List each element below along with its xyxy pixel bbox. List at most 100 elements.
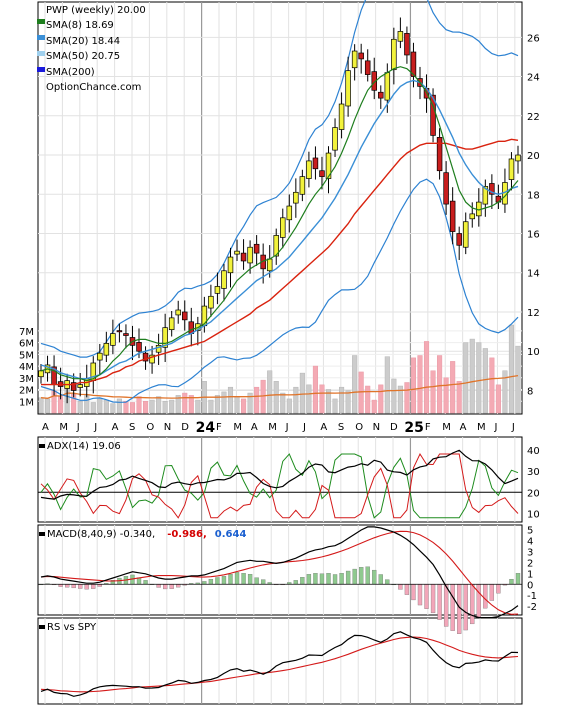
- month-label: F: [216, 422, 222, 433]
- volume-bar: [169, 399, 175, 414]
- macd-histogram-bar: [470, 584, 475, 625]
- rs-average-line: [40, 636, 519, 693]
- macd-histogram-bar: [241, 573, 246, 585]
- volume-bar: [214, 395, 220, 414]
- sma20-line: [40, 79, 519, 380]
- macd-histogram-bar: [208, 578, 214, 585]
- volume-bar: [182, 392, 188, 414]
- macd-histogram-bar: [398, 584, 403, 590]
- macd-tick-label: 5: [527, 525, 533, 536]
- volume-bar: [397, 385, 403, 414]
- volume-bar: [208, 399, 214, 414]
- candle-body: [489, 183, 495, 195]
- macd-histogram-bar: [221, 576, 227, 585]
- candle-body: [319, 170, 325, 177]
- volume-bar: [476, 342, 482, 414]
- candle-body: [332, 127, 338, 151]
- volume-bar: [319, 384, 325, 414]
- volume-bar: [175, 395, 181, 414]
- lower-band-line: [40, 178, 519, 403]
- month-label: D: [181, 422, 189, 433]
- legend: SMA(8) 18.69 SMA(20) 18.44 SMA(50) 20.75…: [37, 19, 141, 93]
- macd-tick-label: 1: [527, 569, 533, 580]
- volume-tick-label: 6M: [19, 339, 34, 350]
- volume-bar: [241, 398, 247, 414]
- adx-panel-frame: [37, 436, 523, 523]
- macd-value-blue: 0.644: [215, 529, 247, 540]
- candle-body: [273, 235, 279, 257]
- candle-body: [358, 52, 364, 60]
- candle-body: [391, 38, 397, 71]
- volume-bar: [195, 399, 201, 414]
- macd-title-prefix: MACD(8,40,9) -0.340,: [47, 529, 155, 540]
- volume-bar: [84, 395, 90, 414]
- rs-panel-frame: [37, 617, 523, 705]
- legend-swatch-sma50: [37, 51, 45, 56]
- volume-tick-label: 3M: [19, 374, 34, 385]
- month-label: M: [477, 422, 486, 433]
- macd-line: [40, 526, 519, 619]
- candle-body: [345, 70, 351, 107]
- volume-bar: [110, 403, 116, 414]
- candle-body: [384, 72, 391, 101]
- volume-bar: [339, 386, 345, 414]
- volume-bar: [227, 386, 234, 414]
- candle-body: [286, 205, 293, 221]
- macd-histogram-bar: [254, 577, 259, 585]
- candle-body: [38, 370, 44, 378]
- volume-bar: [77, 401, 83, 414]
- volume-tick-label: 2M: [19, 386, 34, 397]
- macd-histogram-bar: [372, 569, 377, 585]
- volume-bar: [221, 391, 227, 414]
- volume-bar: [365, 385, 371, 414]
- candle-body: [253, 243, 260, 254]
- candle-body: [70, 382, 77, 391]
- candle-body: [136, 342, 142, 352]
- volume-bar: [450, 361, 456, 414]
- volume-tick-label: 5M: [19, 350, 34, 361]
- volume-bar: [149, 399, 155, 414]
- macd-title-swatch: [39, 532, 45, 536]
- macd-histogram-bar: [313, 573, 318, 585]
- macd-histogram-bar: [293, 580, 298, 585]
- bollinger-bands: [40, 0, 519, 403]
- candle-body: [306, 160, 312, 179]
- month-label: N: [164, 422, 171, 433]
- candle-body: [280, 217, 286, 238]
- rs-indicator: [40, 631, 519, 697]
- sma50-line: [41, 138, 519, 386]
- volume-average-line: [40, 374, 519, 399]
- legend-sma8: SMA(8) 18.69: [46, 20, 114, 31]
- macd-tick-label: 0: [527, 580, 533, 591]
- candle-body: [430, 94, 436, 136]
- month-label: S: [129, 422, 135, 433]
- volume-bar: [515, 345, 521, 414]
- candle-body: [214, 286, 221, 294]
- month-label: O: [146, 422, 154, 433]
- month-label: N: [373, 422, 380, 433]
- volume-bar: [404, 382, 410, 414]
- macd-histogram-bar: [443, 584, 449, 627]
- month-label: J: [76, 422, 80, 433]
- candle-body: [110, 333, 116, 346]
- month-label: M: [59, 422, 68, 433]
- legend-swatch-sma20: [37, 35, 45, 40]
- price-tick-label: 18: [527, 190, 540, 201]
- volume-bar: [136, 396, 142, 414]
- macd-histogram-bar: [234, 572, 240, 585]
- candle-body: [266, 258, 273, 272]
- volume-bar: [345, 390, 351, 414]
- macd-tick-label: -1: [527, 591, 537, 602]
- candle-body: [123, 333, 129, 336]
- macd-histogram-bar: [404, 584, 410, 595]
- watermark: OptionChance.com: [46, 82, 141, 93]
- volume-bar: [456, 381, 462, 414]
- volume-bar: [332, 398, 338, 414]
- macd-histogram-bar: [326, 573, 331, 585]
- macd-histogram-bar: [430, 584, 436, 614]
- macd-histogram-bar: [169, 584, 174, 589]
- candle-body: [456, 233, 462, 246]
- volume-bar: [142, 401, 149, 414]
- volume-bar: [430, 370, 436, 414]
- month-label: F: [425, 422, 431, 433]
